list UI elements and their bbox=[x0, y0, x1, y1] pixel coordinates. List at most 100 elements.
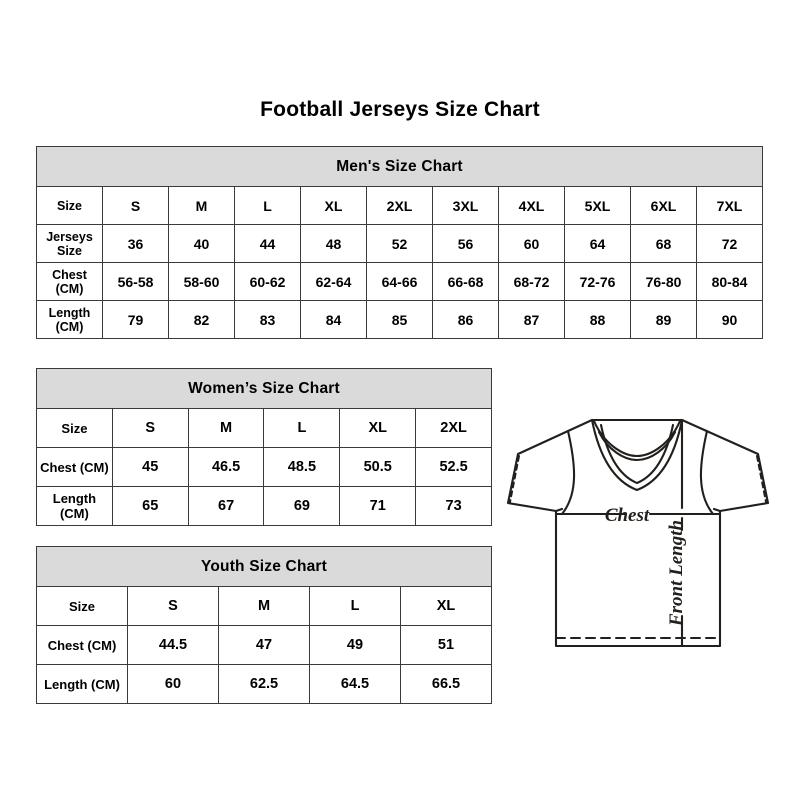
table-row: Length (CM) 60 62.5 64.5 66.5 bbox=[36, 664, 492, 704]
row-label-chest: Chest (CM) bbox=[36, 625, 128, 665]
womens-length-xl: 71 bbox=[339, 486, 417, 526]
mens-jerseys-size-6xl: 68 bbox=[630, 224, 697, 263]
mens-jerseys-size-4xl: 60 bbox=[498, 224, 565, 263]
mens-chest-m: 58-60 bbox=[168, 262, 235, 301]
mens-chest-3xl: 66-68 bbox=[432, 262, 499, 301]
table-row: Length (CM) 65 67 69 71 73 bbox=[36, 486, 492, 526]
youth-size-s: S bbox=[127, 586, 219, 626]
table-row: Length (CM) 79 82 83 84 85 86 87 88 89 9… bbox=[36, 300, 763, 339]
right-armhole-seam bbox=[699, 429, 715, 516]
neck-outer-v bbox=[590, 418, 684, 492]
youth-chart-caption: Youth Size Chart bbox=[36, 546, 492, 587]
left-sleeve-outline bbox=[506, 418, 594, 513]
mens-length-7xl: 90 bbox=[696, 300, 763, 339]
mens-chart-caption: Men's Size Chart bbox=[36, 146, 763, 187]
row-label-jerseys-size: Jerseys Size bbox=[36, 224, 103, 263]
row-label-chest: Chest (CM) bbox=[36, 447, 113, 487]
womens-length-m: 67 bbox=[187, 486, 265, 526]
table-row: Chest (CM) 44.5 47 49 51 bbox=[36, 625, 492, 665]
mens-chest-2xl: 64-66 bbox=[366, 262, 433, 301]
womens-chest-l: 48.5 bbox=[263, 447, 341, 487]
mens-chest-s: 56-58 bbox=[102, 262, 169, 301]
table-row: Chest (CM) 56-58 58-60 60-62 62-64 64-66… bbox=[36, 262, 763, 301]
youth-size-m: M bbox=[218, 586, 310, 626]
womens-chest-m: 46.5 bbox=[187, 447, 265, 487]
mens-jerseys-size-7xl: 72 bbox=[696, 224, 763, 263]
mens-size-5xl: 5XL bbox=[564, 186, 631, 225]
page-title: Football Jerseys Size Chart bbox=[260, 98, 540, 121]
table-row: Size S M L XL 2XL bbox=[36, 408, 492, 448]
mens-jerseys-size-3xl: 56 bbox=[432, 224, 499, 263]
mens-size-7xl: 7XL bbox=[696, 186, 763, 225]
mens-jerseys-size-xl: 48 bbox=[300, 224, 367, 263]
youth-length-l: 64.5 bbox=[309, 664, 401, 704]
row-label-size: Size bbox=[36, 186, 103, 225]
right-sleeve-outline bbox=[680, 418, 770, 513]
youth-length-s: 60 bbox=[127, 664, 219, 704]
womens-size-l: L bbox=[263, 408, 341, 448]
row-label-size: Size bbox=[36, 408, 113, 448]
row-label-length: Length (CM) bbox=[36, 664, 128, 704]
row-label-length: Length (CM) bbox=[36, 300, 103, 339]
youth-length-m: 62.5 bbox=[218, 664, 310, 704]
table-row: Jerseys Size 36 40 44 48 52 56 60 64 68 … bbox=[36, 224, 763, 263]
mens-length-3xl: 86 bbox=[432, 300, 499, 339]
womens-size-m: M bbox=[187, 408, 265, 448]
mens-chest-l: 60-62 bbox=[234, 262, 301, 301]
mens-length-5xl: 88 bbox=[564, 300, 631, 339]
youth-chest-m: 47 bbox=[218, 625, 310, 665]
womens-size-s: S bbox=[111, 408, 189, 448]
mens-jerseys-size-2xl: 52 bbox=[366, 224, 433, 263]
mens-chest-4xl: 68-72 bbox=[498, 262, 565, 301]
collar-inner-curve bbox=[597, 430, 677, 462]
womens-chest-s: 45 bbox=[111, 447, 189, 487]
row-label-chest: Chest (CM) bbox=[36, 262, 103, 301]
youth-chest-xl: 51 bbox=[400, 625, 492, 665]
mens-size-l: L bbox=[234, 186, 301, 225]
table-caption-row: Women’s Size Chart bbox=[36, 368, 492, 409]
womens-length-l: 69 bbox=[263, 486, 341, 526]
mens-length-l: 83 bbox=[234, 300, 301, 339]
mens-chest-5xl: 72-76 bbox=[564, 262, 631, 301]
mens-size-m: M bbox=[168, 186, 235, 225]
womens-chest-xl: 50.5 bbox=[339, 447, 417, 487]
right-cuff-dashed-line bbox=[756, 455, 767, 503]
mens-chest-xl: 62-64 bbox=[300, 262, 367, 301]
mens-length-4xl: 87 bbox=[498, 300, 565, 339]
youth-size-chart-table: Youth Size Chart Size S M L XL Chest (CM… bbox=[36, 546, 492, 704]
womens-size-chart-table: Women’s Size Chart Size S M L XL 2XL Che… bbox=[36, 368, 492, 526]
womens-size-xl: XL bbox=[339, 408, 417, 448]
youth-chest-s: 44.5 bbox=[127, 625, 219, 665]
mens-chest-6xl: 76-80 bbox=[630, 262, 697, 301]
body-outline bbox=[554, 512, 722, 648]
table-caption-row: Youth Size Chart bbox=[36, 546, 492, 587]
left-armhole-seam bbox=[560, 429, 576, 516]
mens-chest-7xl: 80-84 bbox=[696, 262, 763, 301]
row-label-length: Length (CM) bbox=[36, 486, 113, 526]
mens-size-4xl: 4XL bbox=[498, 186, 565, 225]
mens-size-6xl: 6XL bbox=[630, 186, 697, 225]
mens-size-3xl: 3XL bbox=[432, 186, 499, 225]
front-length-label: Front Length bbox=[666, 520, 687, 627]
mens-size-s: S bbox=[102, 186, 169, 225]
womens-length-2xl: 73 bbox=[415, 486, 492, 526]
mens-jerseys-size-5xl: 64 bbox=[564, 224, 631, 263]
womens-chest-2xl: 52.5 bbox=[415, 447, 492, 487]
mens-size-chart-table: Men's Size Chart Size S M L XL 2XL 3XL 4… bbox=[36, 146, 763, 339]
mens-length-m: 82 bbox=[168, 300, 235, 339]
womens-size-2xl: 2XL bbox=[415, 408, 492, 448]
mens-size-2xl: 2XL bbox=[366, 186, 433, 225]
mens-length-s: 79 bbox=[102, 300, 169, 339]
womens-length-s: 65 bbox=[111, 486, 189, 526]
mens-size-xl: XL bbox=[300, 186, 367, 225]
table-row: Size S M L XL 2XL 3XL 4XL 5XL 6XL 7XL bbox=[36, 186, 763, 225]
table-row: Size S M L XL bbox=[36, 586, 492, 626]
collar-band-curve bbox=[592, 419, 682, 458]
table-caption-row: Men's Size Chart bbox=[36, 146, 763, 187]
table-row: Chest (CM) 45 46.5 48.5 50.5 52.5 bbox=[36, 447, 492, 487]
youth-chest-l: 49 bbox=[309, 625, 401, 665]
youth-length-xl: 66.5 bbox=[400, 664, 492, 704]
mens-length-6xl: 89 bbox=[630, 300, 697, 339]
mens-length-xl: 84 bbox=[300, 300, 367, 339]
neck-inner-v bbox=[599, 423, 675, 485]
